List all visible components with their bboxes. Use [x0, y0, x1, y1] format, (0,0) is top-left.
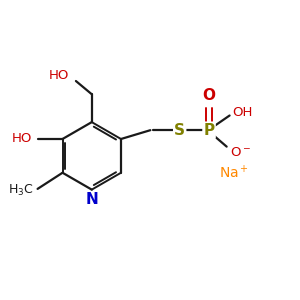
- Text: O: O: [202, 88, 215, 104]
- Text: P: P: [203, 123, 214, 138]
- Text: S: S: [174, 123, 185, 138]
- Text: H$_3$C: H$_3$C: [8, 183, 34, 198]
- Text: HO: HO: [11, 133, 32, 146]
- Text: N: N: [85, 192, 98, 207]
- Text: O$^-$: O$^-$: [230, 146, 251, 159]
- Text: OH: OH: [232, 106, 253, 119]
- Text: HO: HO: [49, 69, 69, 82]
- Text: Na$^+$: Na$^+$: [219, 164, 249, 181]
